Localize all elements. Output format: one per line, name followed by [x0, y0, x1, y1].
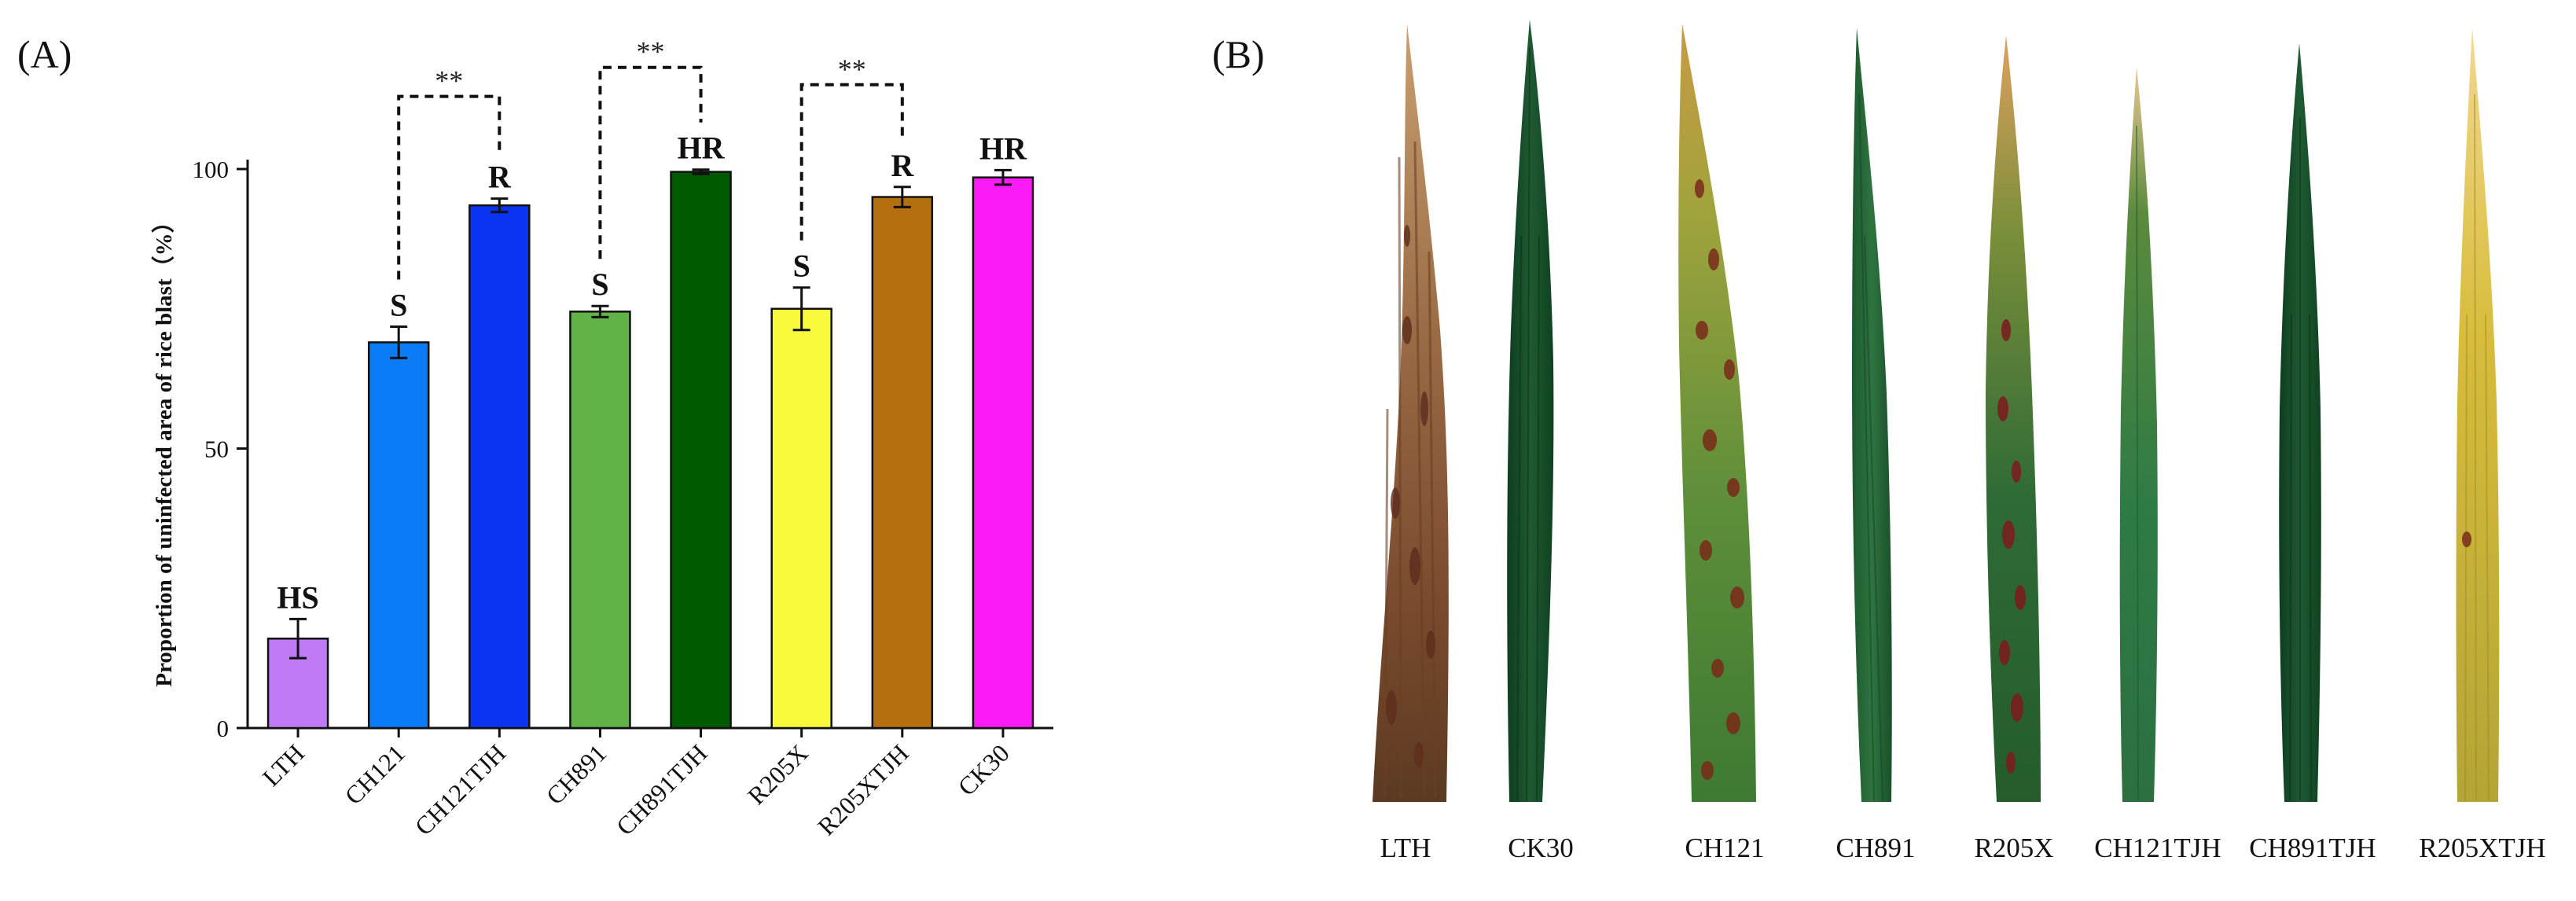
leaf-photo-ch121tjh	[2119, 67, 2158, 802]
bar	[670, 171, 732, 730]
bar-resistance-label: HR	[678, 131, 726, 166]
y-tick-label: 100	[193, 156, 230, 183]
y-tick-label: 0	[217, 715, 230, 742]
significance-label: **	[435, 65, 463, 97]
bar-chart: 0 50 100 Proportion of uninfected area of r…	[151, 36, 1053, 840]
x-category-label: CK30	[952, 738, 1015, 801]
leaf-label: CH891TJH	[2249, 833, 2376, 863]
leaf-photo-ch891tjh	[2279, 43, 2321, 802]
leaf-photo-ck30	[1507, 20, 1554, 802]
significance-bracket	[397, 94, 502, 280]
x-category-label: CH121TJH	[409, 738, 511, 840]
bar-resistance-label: R	[488, 160, 512, 195]
x-category-label: R205X	[742, 738, 814, 810]
bar-resistance-label: HR	[979, 131, 1027, 166]
leaf-photo-r205xtjh	[2456, 28, 2500, 802]
y-tick-label: 50	[204, 436, 229, 463]
x-category-label: LTH	[257, 738, 310, 791]
leaf-label: CK30	[1508, 833, 1574, 863]
bar	[469, 204, 531, 730]
significance-label: **	[838, 53, 866, 85]
leaf-label: CH891	[1836, 833, 1915, 863]
x-category-label: R205XTJH	[812, 738, 914, 840]
x-category-label: CH891TJH	[611, 738, 713, 840]
bar-resistance-label: HS	[277, 579, 318, 615]
bar-resistance-label: R	[891, 148, 914, 183]
x-category-label: CH121	[339, 738, 410, 810]
panel-a-label: (A)	[17, 32, 72, 76]
bar	[972, 176, 1034, 730]
leaf-photo-ch891	[1852, 28, 1892, 802]
bar	[569, 311, 631, 730]
leaf-photo-r205x	[1986, 35, 2041, 802]
leaf-label: LTH	[1380, 833, 1431, 863]
bar	[871, 196, 934, 730]
panel-b-label: (B)	[1212, 32, 1265, 76]
significance-bracket	[598, 65, 703, 259]
leaf-label: R205X	[1974, 833, 2053, 863]
leaf-label: R205XTJH	[2419, 833, 2545, 863]
leaf-photo-lth	[1373, 24, 1449, 802]
bar-resistance-label: S	[793, 248, 810, 284]
bar-resistance-label: S	[591, 267, 608, 302]
leaf-label: CH121TJH	[2094, 833, 2221, 863]
bar	[367, 341, 430, 730]
leaf-label: CH121	[1685, 833, 1764, 863]
leaf-photo-ch121	[1678, 24, 1756, 802]
bar	[770, 307, 832, 730]
significance-label: **	[637, 36, 665, 68]
significance-bracket	[799, 83, 904, 241]
x-category-label: CH891	[541, 738, 612, 810]
leaf-photos	[1373, 20, 2500, 802]
bar-resistance-label: S	[390, 288, 407, 323]
y-axis-label: Proportion of uninfected area of rice bl…	[151, 210, 177, 686]
leaf-labels: LTH CK30 CH121 CH891 R205X CH121TJH CH89…	[1380, 833, 2546, 863]
